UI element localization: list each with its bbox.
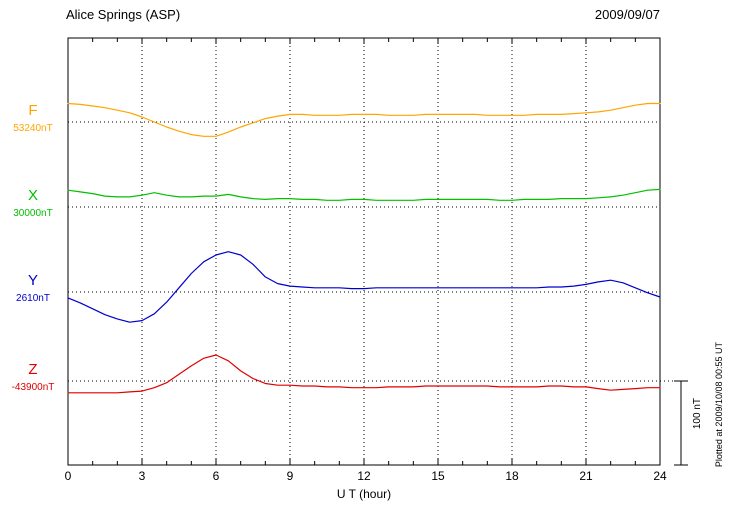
series-letter-y: Y xyxy=(27,272,38,289)
svg-text:18: 18 xyxy=(505,469,519,483)
scale-bar-label: 100 nT xyxy=(692,398,703,430)
series-baseline-f: 53240nT xyxy=(13,122,53,134)
svg-text:12: 12 xyxy=(357,469,371,483)
series-label-f: F 53240nT xyxy=(4,102,62,134)
series-letter-z: Z xyxy=(28,361,38,378)
svg-text:24: 24 xyxy=(653,469,667,483)
series-baseline-y: 2610nT xyxy=(16,292,50,304)
svg-text:15: 15 xyxy=(431,469,445,483)
svg-text:9: 9 xyxy=(287,469,294,483)
x-axis-label: U T (hour) xyxy=(336,487,392,501)
svg-text:21: 21 xyxy=(579,469,593,483)
chart-date: 2009/09/07 xyxy=(594,7,660,22)
plotted-at-note: Plotted at 2009/10/08 00:55 UT xyxy=(714,342,724,468)
series-baseline-z: -43900nT xyxy=(11,381,55,393)
series-label-z: Z -43900nT xyxy=(4,361,62,393)
svg-text:0: 0 xyxy=(65,469,72,483)
series-letter-f: F xyxy=(28,102,38,119)
series-letter-x: X xyxy=(27,187,38,204)
series-baseline-x: 30000nT xyxy=(13,207,53,219)
svg-text:3: 3 xyxy=(139,469,146,483)
series-label-y: Y 2610nT xyxy=(4,272,62,304)
series-label-x: X 30000nT xyxy=(4,187,62,219)
svg-text:6: 6 xyxy=(213,469,220,483)
chart-title: Alice Springs (ASP) xyxy=(66,7,181,22)
